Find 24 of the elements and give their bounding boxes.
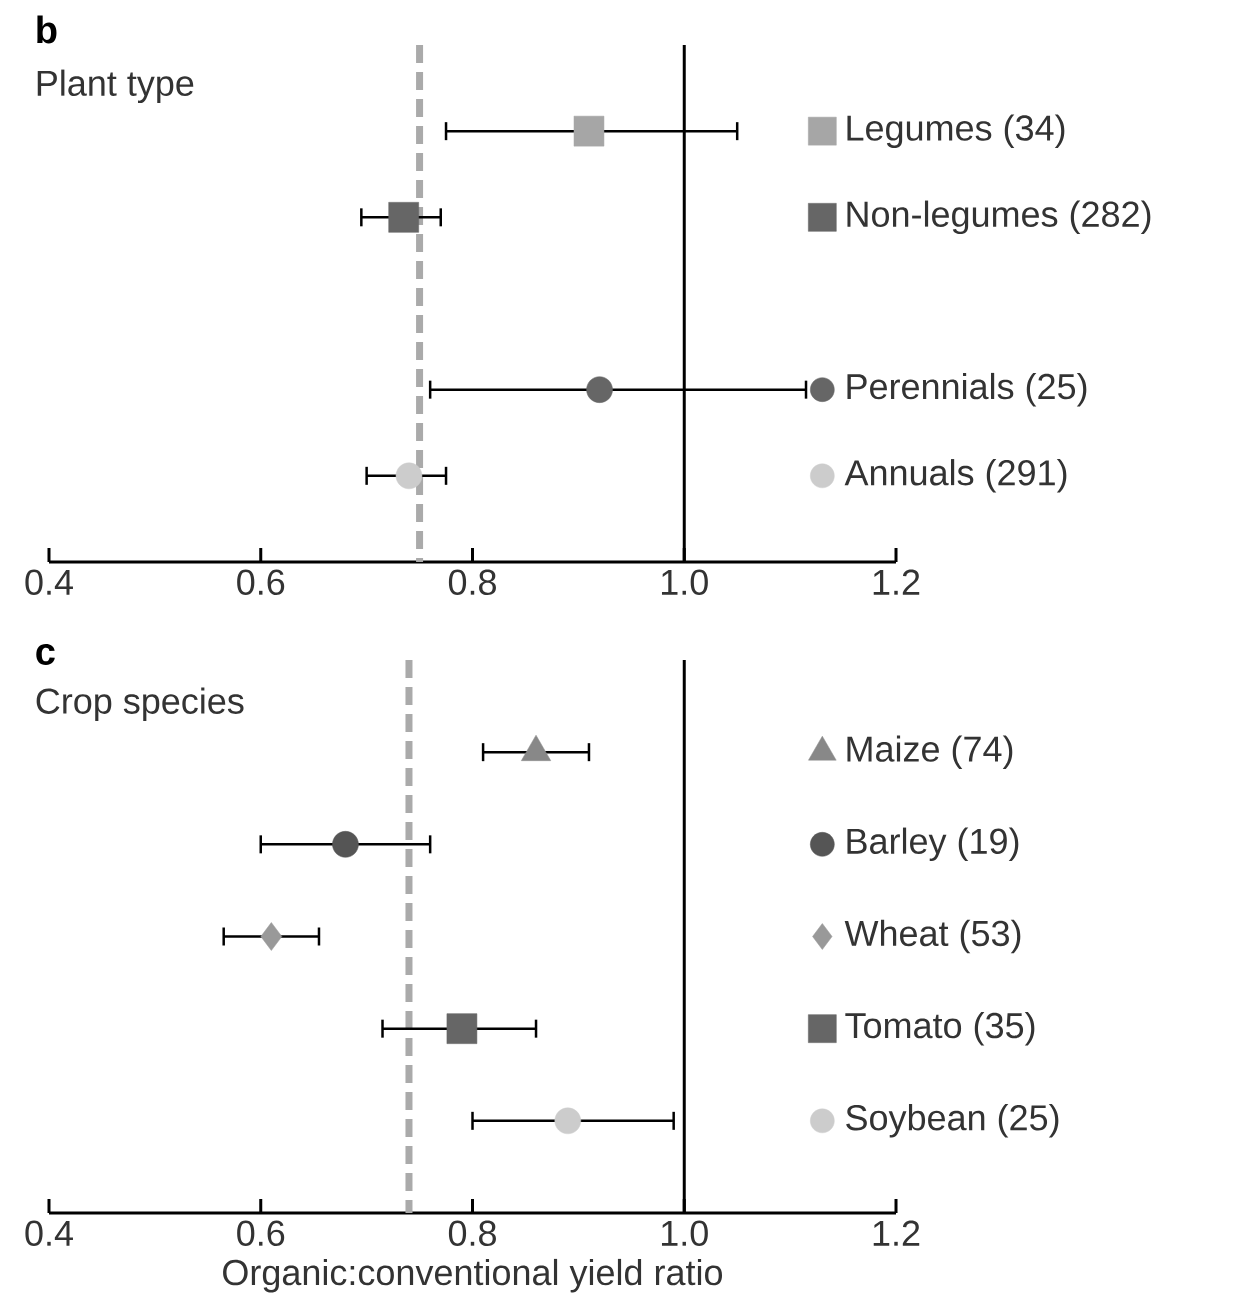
legend-label: Tomato (35): [845, 1011, 1035, 1046]
chart-title: c: [36, 644, 55, 665]
legend-label: Annuals (291): [844, 459, 1067, 493]
x-axis-title: Organic:conventional yield ratio: [223, 1258, 723, 1293]
legend-label: Maize (74): [847, 735, 1013, 769]
x-tick-label: 1.2: [873, 569, 920, 595]
x-tick-label: 1.2: [873, 1220, 920, 1246]
x-tick-label: 1.0: [661, 569, 708, 596]
x-tick-label: 0.8: [448, 569, 496, 596]
legend-label: Perennials (25): [847, 372, 1087, 407]
legend-label: Legumes (34): [847, 114, 1065, 148]
x-tick-label: 1.0: [661, 1220, 708, 1247]
x-tick-label: 0.6: [237, 1220, 285, 1247]
legend-label: Non-legumes (282): [847, 200, 1151, 235]
chart-title: b: [37, 15, 57, 44]
text: Plant type: [37, 69, 194, 104]
x-tick-label: 0.6: [237, 569, 285, 596]
legend-label: Barley (19): [847, 827, 1019, 862]
x-tick-label: 0.4: [25, 569, 73, 596]
text: Crop species: [36, 687, 244, 722]
x-tick-label: 0.8: [448, 1220, 496, 1247]
legend-label: Soybean (25): [846, 1104, 1059, 1138]
x-tick-label: 0.4: [25, 1220, 73, 1247]
legend-label: Wheat (53): [844, 919, 1021, 954]
